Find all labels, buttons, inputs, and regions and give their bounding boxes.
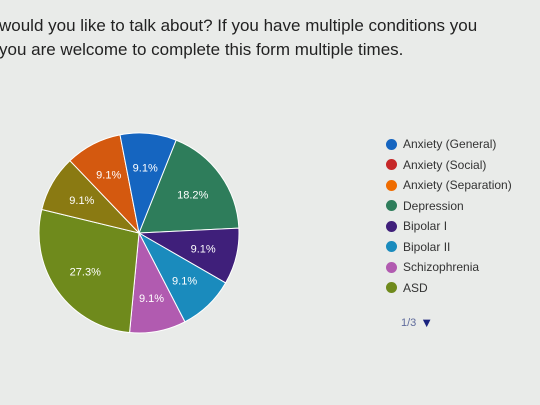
- legend-color-dot: [386, 159, 397, 171]
- pie-slice: [38, 208, 140, 334]
- legend-next-icon[interactable]: ▼: [420, 315, 434, 330]
- legend-item: Anxiety (Social): [386, 155, 536, 176]
- legend-item: ASD: [386, 278, 536, 299]
- pie-chart-panel: 18.2% 9.1% 9.1% 9.1% 27.3% 9.1% 9.1% 9.1% Anxie…: [0, 100, 540, 405]
- slice-value-label: 27.3%: [70, 266, 101, 278]
- legend-label: Anxiety (Separation): [403, 178, 512, 193]
- legend-color-dot: [386, 220, 397, 232]
- legend-color-dot: [386, 282, 397, 294]
- legend-label: Anxiety (Social): [403, 157, 487, 172]
- legend-item: Anxiety (Separation): [386, 175, 536, 196]
- slice-value-label: 9.1%: [191, 244, 216, 256]
- legend-label: Bipolar II: [403, 239, 451, 254]
- legend-color-dot: [386, 138, 397, 150]
- legend-color-dot: [386, 200, 397, 212]
- legend-label: Schizophrenia: [403, 260, 480, 275]
- slice-value-label: 9.1%: [133, 162, 158, 174]
- slice-value-label: 18.2%: [177, 190, 208, 202]
- legend-color-dot: [386, 261, 397, 273]
- slice-value-label: 9.1%: [172, 276, 197, 288]
- legend-item: Bipolar II: [386, 237, 536, 258]
- pie-slice: [119, 132, 177, 235]
- pie-chart: 18.2% 9.1% 9.1% 9.1% 27.3% 9.1% 9.1% 9.1%: [38, 132, 240, 334]
- question-line-1: would you like to talk about? If you hav…: [0, 16, 478, 35]
- slice-value-label: 9.1%: [96, 169, 121, 181]
- legend-page-indicator: 1/3: [401, 316, 417, 329]
- legend-item: Bipolar I: [386, 216, 536, 237]
- question-line-2: you are welcome to complete this form mu…: [0, 40, 404, 59]
- legend-label: Bipolar I: [403, 219, 448, 234]
- legend-item: Depression: [386, 196, 536, 217]
- question-text: would you like to talk about? If you hav…: [0, 14, 540, 62]
- legend-label: Anxiety (General): [403, 137, 497, 152]
- legend-label: Depression: [403, 198, 464, 213]
- slice-value-label: 9.1%: [139, 293, 164, 305]
- legend-color-dot: [386, 179, 397, 191]
- pie-slice: [138, 139, 240, 234]
- legend-color-dot: [386, 241, 397, 253]
- legend-label: ASD: [403, 280, 428, 295]
- chart-legend: Anxiety (General) Anxiety (Social) Anxiety…: [386, 134, 536, 298]
- legend-item: Anxiety (General): [386, 134, 536, 155]
- slice-value-label: 9.1%: [69, 195, 94, 207]
- legend-pager[interactable]: 1/3 ▼: [401, 315, 433, 330]
- legend-item: Schizophrenia: [386, 257, 536, 278]
